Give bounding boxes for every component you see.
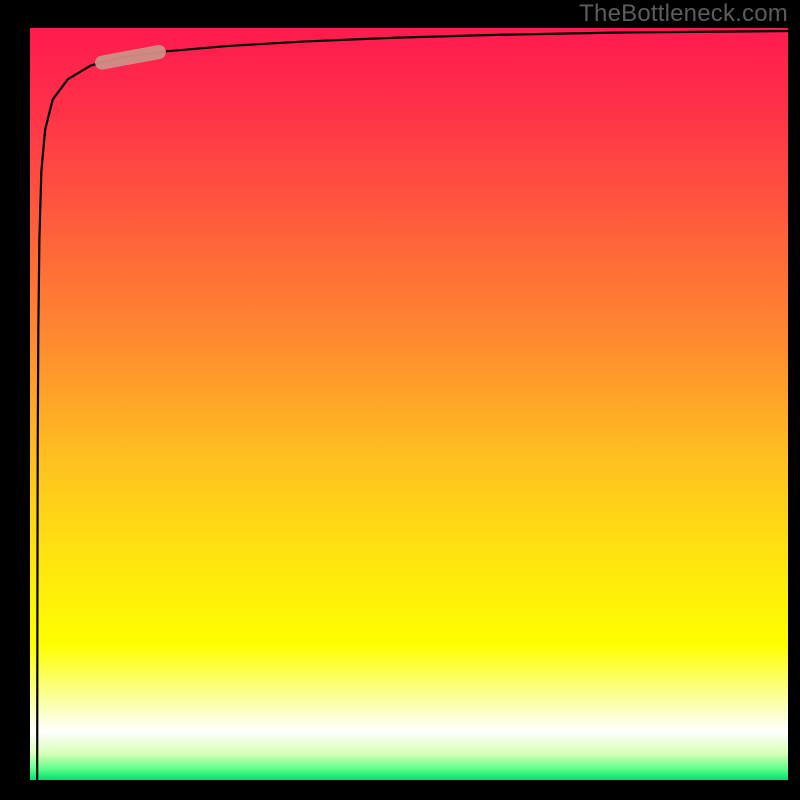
chart-frame: TheBottleneck.com [0,0,800,800]
chart-svg [30,28,788,780]
watermark-text: TheBottleneck.com [579,0,788,28]
gradient-fill-rect [30,28,788,780]
plot-area [30,28,788,780]
